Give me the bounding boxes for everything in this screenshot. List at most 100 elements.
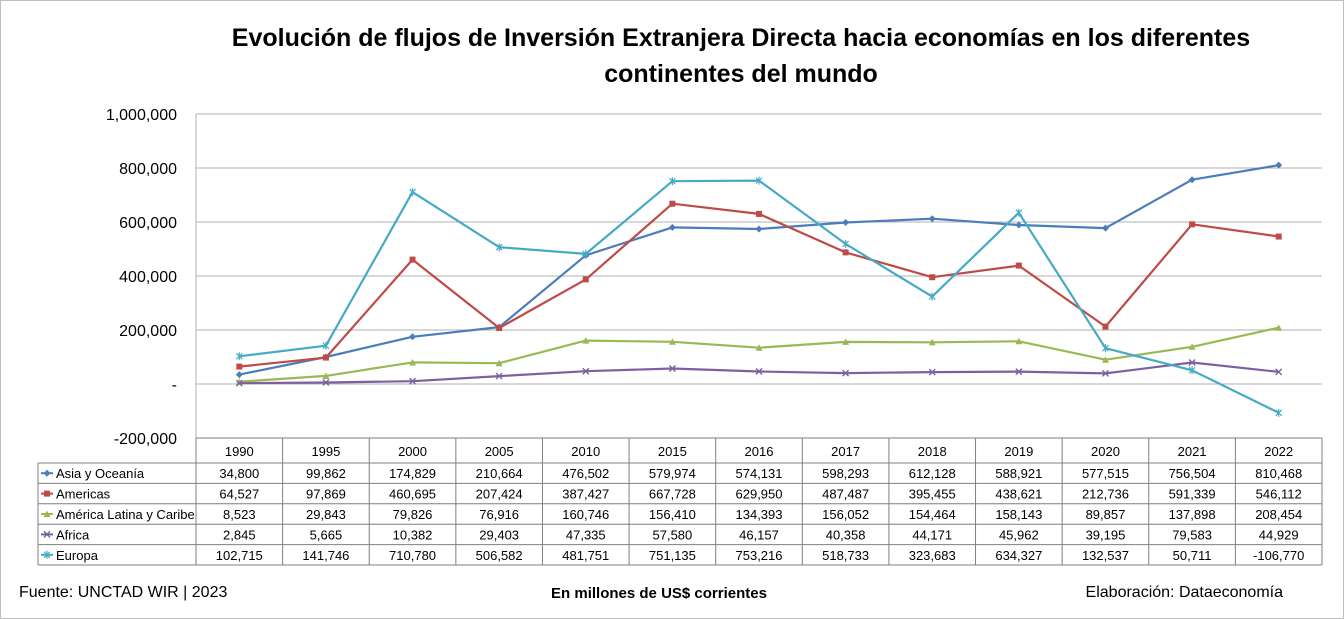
table-cell: 395,455: [909, 487, 956, 502]
data-point: [1189, 221, 1196, 228]
data-point: [668, 223, 676, 231]
table-cell: 79,826: [393, 507, 433, 522]
table-cell: 8,523: [223, 507, 256, 522]
data-point: [755, 368, 763, 376]
data-point: [928, 292, 936, 301]
table-cell: 45,962: [999, 527, 1039, 542]
data-point: [755, 344, 763, 351]
series-1: [236, 200, 1282, 370]
table-cell: 546,112: [1256, 487, 1302, 502]
data-point: [668, 177, 676, 186]
table-cell: 64,527: [219, 487, 259, 502]
table-cell: 97,869: [306, 487, 346, 502]
table-row-label: Europa: [56, 548, 99, 563]
data-point: [669, 200, 676, 207]
data-point: [235, 352, 243, 361]
data-point: [582, 337, 590, 344]
data-point: [756, 210, 762, 217]
table-cell: 154,464: [909, 507, 956, 522]
legend-key: [41, 490, 53, 497]
table-cell: 156,410: [649, 507, 696, 522]
table-cell: 438,621: [995, 487, 1042, 502]
y-tick-label: -: [172, 377, 177, 394]
table-cell: 29,403: [479, 527, 519, 542]
table-cell: 174,829: [389, 466, 436, 481]
y-tick-label: 800,000: [119, 161, 177, 178]
table-row-label: América Latina y Caribe: [56, 507, 195, 522]
table-cell: 810,468: [1255, 466, 1302, 481]
table-cell: 208,454: [1255, 507, 1302, 522]
data-point: [322, 341, 330, 350]
data-point: [1102, 344, 1109, 353]
source-note: Fuente: UNCTAD WIR | 2023: [19, 584, 227, 601]
data-point: [43, 469, 51, 477]
data-point: [495, 372, 503, 380]
table-cell: 579,974: [649, 466, 696, 481]
series-line: [239, 326, 1279, 383]
table-cell: 612,128: [909, 466, 956, 481]
table-header-cell: 2019: [1004, 444, 1033, 459]
data-point: [236, 363, 243, 370]
table-header-cell: 2010: [571, 444, 600, 459]
table-header-cell: 2005: [485, 444, 514, 459]
table-header-cell: 1995: [311, 444, 340, 459]
units-note: En millones de US$ corrientes: [551, 585, 767, 602]
series-4: [235, 176, 1283, 417]
table-cell: 47,335: [566, 527, 606, 542]
table-cell: 50,711: [1173, 548, 1212, 563]
data-point: [1015, 368, 1023, 376]
table-cell: 34,800: [219, 466, 259, 481]
table-header-cell: 1990: [225, 444, 254, 459]
data-point: [1101, 369, 1109, 377]
data-point: [668, 338, 676, 345]
series-3: [235, 359, 1283, 387]
table-cell: 134,393: [736, 507, 783, 522]
table-row-label: Africa: [56, 527, 90, 542]
table-cell: 753,216: [736, 548, 783, 563]
data-point: [43, 550, 51, 559]
table-cell: 10,382: [393, 527, 433, 542]
table-cell: 102,715: [216, 548, 263, 563]
table-cell: 141,746: [302, 548, 349, 563]
data-point: [1015, 262, 1022, 269]
table-cell: 207,424: [476, 487, 523, 502]
table-cell: 212,736: [1082, 487, 1129, 502]
data-point: [842, 239, 850, 248]
data-point: [1275, 368, 1283, 376]
table-cell: 577,515: [1082, 466, 1129, 481]
y-tick-label: 600,000: [119, 215, 177, 232]
data-point: [928, 338, 936, 346]
table-cell: 44,171: [912, 527, 952, 542]
table-cell: 591,339: [1169, 487, 1216, 502]
series-line: [239, 164, 1279, 376]
legend-key: [41, 510, 53, 517]
table-cell: 518,733: [822, 548, 869, 563]
data-point: [409, 377, 417, 385]
table-cell: 39,195: [1086, 527, 1126, 542]
table-cell: 756,504: [1169, 466, 1216, 481]
table-cell: 156,052: [822, 507, 869, 522]
data-point: [1101, 224, 1109, 232]
data-point: [409, 256, 416, 263]
legend-key: [41, 469, 53, 477]
data-point: [322, 354, 329, 361]
data-point: [842, 218, 850, 226]
table-cell: 634,327: [995, 548, 1042, 563]
table-cell: 574,131: [736, 466, 783, 481]
data-point: [409, 188, 416, 197]
data-point: [582, 276, 589, 283]
data-point: [1015, 208, 1023, 217]
data-point: [1275, 324, 1283, 331]
table-cell: 57,580: [653, 527, 693, 542]
table-header-cell: 2020: [1091, 444, 1120, 459]
data-point: [1275, 408, 1283, 417]
data-point: [322, 372, 330, 379]
table-cell: 598,293: [822, 466, 869, 481]
table-cell: 629,950: [736, 487, 783, 502]
data-point: [1188, 359, 1196, 367]
table-cell: 588,921: [995, 466, 1042, 481]
data-point: [582, 249, 590, 258]
table-cell: 476,502: [562, 466, 609, 481]
table-cell: 46,157: [739, 527, 779, 542]
data-point: [43, 510, 51, 517]
